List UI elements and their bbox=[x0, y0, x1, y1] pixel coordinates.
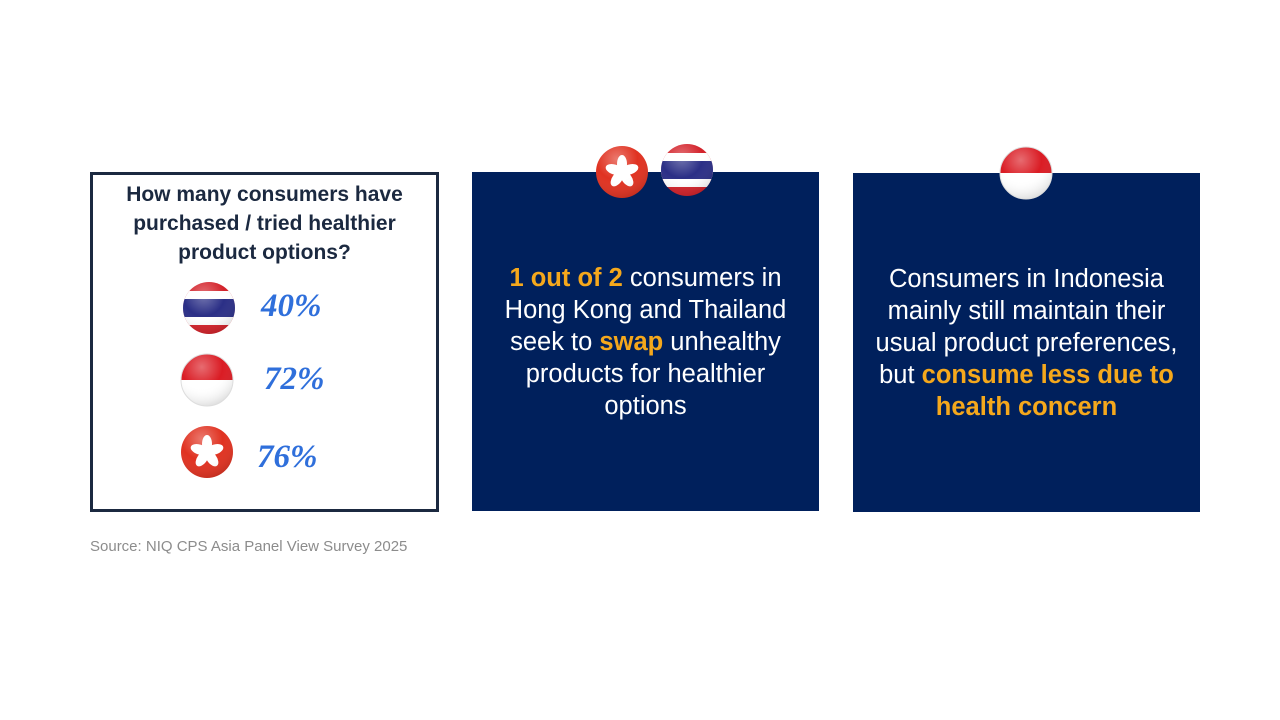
body-text: Consumers in Indonesia mainly still main… bbox=[875, 265, 1178, 389]
highlight-text: 1 out of 2 bbox=[509, 264, 623, 292]
question-panel: How many consumers have purchased / trie… bbox=[90, 172, 439, 512]
info-text: 1 out of 2 consumers in Hong Kong and Th… bbox=[493, 262, 798, 422]
flag-hong-kong bbox=[181, 426, 233, 478]
flag-indonesia bbox=[1000, 147, 1052, 199]
source: Source: NIQ CPS Asia Panel View Survey 2… bbox=[90, 538, 408, 555]
flag-thailand bbox=[183, 282, 235, 334]
stat-value: 72% bbox=[264, 361, 325, 397]
body-text: unhealthy products for healthier options bbox=[525, 328, 781, 420]
flag-hong-kong bbox=[596, 146, 648, 198]
info-box: Consumers in Indonesia mainly still main… bbox=[853, 173, 1200, 512]
stat-value: 40% bbox=[261, 288, 322, 324]
flag-thailand bbox=[661, 144, 713, 196]
highlight-text: consume less due to health concern bbox=[921, 361, 1174, 421]
stat-value: 76% bbox=[257, 439, 318, 475]
highlight-text: swap bbox=[599, 328, 664, 356]
body-text: consumers in Hong Kong and Thailand seek… bbox=[504, 264, 787, 356]
flag-indonesia bbox=[181, 354, 233, 406]
question: How many consumers have purchased / trie… bbox=[126, 183, 403, 264]
info-text: Consumers in Indonesia mainly still main… bbox=[864, 263, 1189, 423]
info-box: 1 out of 2 consumers in Hong Kong and Th… bbox=[472, 172, 819, 511]
